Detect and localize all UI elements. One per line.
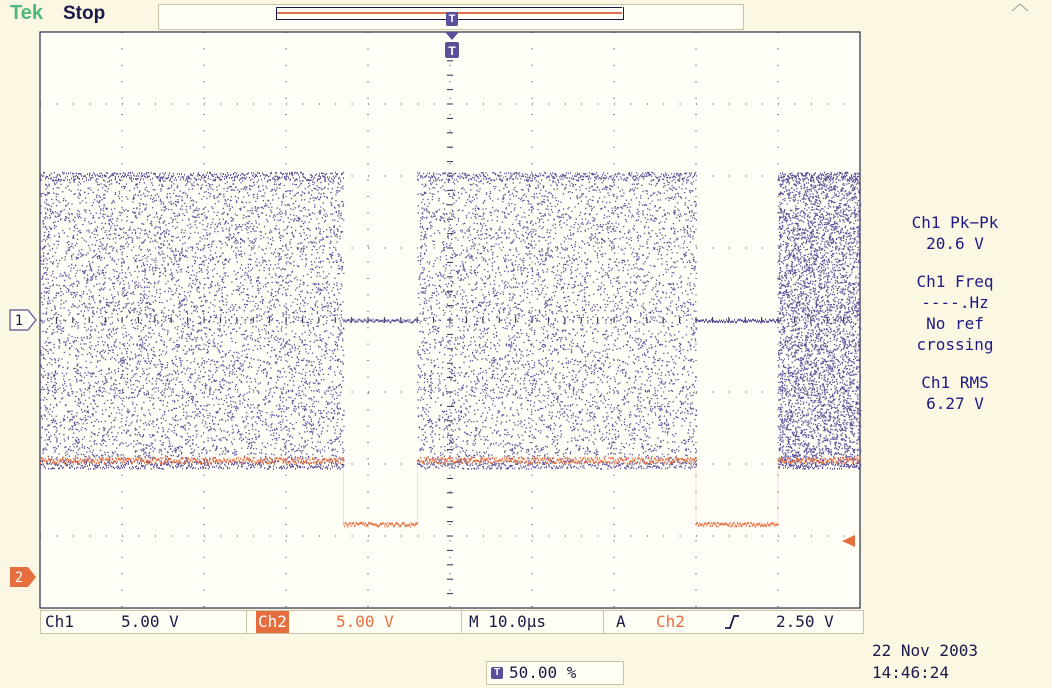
ch1-scale[interactable]: 5.00 V [121,612,179,631]
measurement-label: Ch1 Freq [916,272,994,291]
ch1-idle-segment [343,318,418,324]
ch1-idle-segment [696,318,779,324]
corner-indicator-icon [1011,3,1029,12]
trigger-level-marker-icon [842,535,855,547]
record-view-window-top [276,7,622,8]
time: 14:46:24 [872,663,950,682]
divider [603,611,604,633]
measurement-readouts: Ch1 Pk−Pk 20.6 V Ch1 Freq ----.Hz No ref… [870,212,1040,431]
ch2-marker-label: 2 [15,570,23,586]
ch2-high-segment [417,456,697,465]
rising-edge-icon[interactable] [723,611,741,633]
svg-text:T: T [448,44,456,58]
divider [246,611,247,633]
measurement-value: ----.Hz [921,293,989,312]
trigger-source[interactable]: Ch2 [656,612,685,631]
tek-logo: Tek [10,2,43,24]
measurement-note: crossing [916,335,994,354]
measurement-value: 20.6 V [926,234,984,253]
measurement-label: Ch1 RMS [921,373,989,392]
date-time-stamp: 22 Nov 2003 14:46:24 [872,640,978,684]
ch2-high-segment [778,456,861,465]
ch1-marker-label: 1 [15,313,23,329]
trigger-position-readout[interactable]: T 50.00 % [486,661,624,685]
trigger-level[interactable]: 2.50 V [776,612,834,631]
divider [461,611,462,633]
acquisition-status: Stop [63,3,106,24]
ch1-trace [40,171,862,470]
trigger-position-value: 50.00 % [509,663,577,682]
ch2-scale[interactable]: 5.00 V [336,612,394,631]
top-status-bar: Tek Stop T [0,0,1052,30]
trigger-time-marker-icon: T [445,32,459,58]
ch2-high-segment [40,456,345,465]
ch2-label[interactable]: Ch2 [256,611,289,633]
channel-settings-bar: Ch1 5.00 V Ch2 5.00 V M 10.0µs A Ch2 2.5… [40,610,864,634]
measurement-rms[interactable]: Ch1 RMS 6.27 V [870,372,1040,414]
trigger-position-icon: T [491,667,503,679]
ch1-ground-marker-icon: 1 [9,309,37,331]
ch2-low-segment [696,521,779,528]
date: 22 Nov 2003 [872,641,978,660]
trigger-position-marker-top: T [446,12,458,26]
measurement-value: 6.27 V [926,394,984,413]
timebase-scale[interactable]: M 10.0µs [469,612,547,631]
measurement-pk-pk[interactable]: Ch1 Pk−Pk 20.6 V [870,212,1040,254]
trigger-label: A [616,612,626,631]
ch2-ground-marker-icon: 2 [10,567,36,587]
ch2-low-segment [343,521,418,528]
measurement-freq[interactable]: Ch1 Freq ----.Hz No ref crossing [870,271,1040,355]
measurement-label: Ch1 Pk−Pk [911,213,999,232]
ch2-trace [40,456,861,528]
ch1-label[interactable]: Ch1 [45,612,74,631]
measurement-note: No ref [926,314,984,333]
